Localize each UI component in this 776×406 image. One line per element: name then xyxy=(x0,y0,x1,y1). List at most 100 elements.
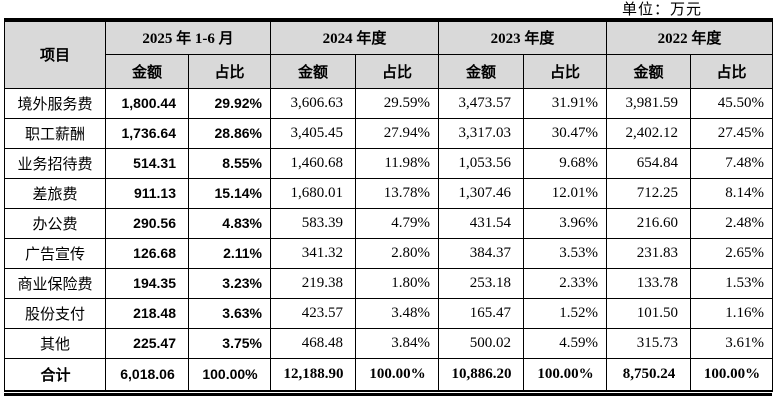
total-amount-2023: 10,886.20 xyxy=(438,357,525,392)
cell-ratio: 27.94% xyxy=(354,117,440,149)
table-row: 股份支付 218.48 3.63% 423.57 3.48% 165.47 1.52% 101… xyxy=(4,297,774,329)
cell-ratio: 3.53% xyxy=(523,237,608,269)
cell-ratio: 1.16% xyxy=(690,297,774,329)
cell-amount: 3,606.63 xyxy=(270,87,356,119)
row-label: 股份支付 xyxy=(4,297,106,329)
cell-ratio: 28.86% xyxy=(188,117,271,149)
expense-table: 项目 2025 年 1-6 月 2024 年度 2023 年度 2022 年度 … xyxy=(4,18,774,392)
cell-ratio: 1.80% xyxy=(354,267,440,299)
row-label: 广告宣传 xyxy=(4,237,106,269)
cell-amount: 194.35 xyxy=(105,267,189,299)
total-ratio-2025: 100.00% xyxy=(188,357,271,392)
table-header: 项目 2025 年 1-6 月 2024 年度 2023 年度 2022 年度 … xyxy=(4,19,774,89)
header-period-2024: 2024 年度 xyxy=(269,19,440,55)
cell-amount: 583.39 xyxy=(270,207,356,239)
cell-amount: 216.60 xyxy=(606,207,692,239)
cell-amount: 423.57 xyxy=(270,297,356,329)
cell-ratio: 8.55% xyxy=(188,147,271,179)
table-row: 商业保险费 194.35 3.23% 219.38 1.80% 253.18 2.33% 13… xyxy=(4,267,774,299)
total-amount-2025: 6,018.06 xyxy=(105,357,189,392)
cell-amount: 3,317.03 xyxy=(438,117,525,149)
cell-amount: 218.48 xyxy=(105,297,189,329)
cell-ratio: 3.63% xyxy=(188,297,271,329)
cell-ratio: 15.14% xyxy=(188,177,271,209)
expense-table-container: 项目 2025 年 1-6 月 2024 年度 2023 年度 2022 年度 … xyxy=(4,18,774,396)
row-label: 境外服务费 xyxy=(4,87,106,119)
cell-ratio: 2.65% xyxy=(690,237,774,269)
cell-amount: 290.56 xyxy=(105,207,189,239)
header-item: 项目 xyxy=(4,19,106,89)
row-label: 其他 xyxy=(4,327,106,359)
cell-amount: 654.84 xyxy=(606,147,692,179)
cell-amount: 3,405.45 xyxy=(270,117,356,149)
cell-ratio: 3.96% xyxy=(523,207,608,239)
cell-amount: 231.83 xyxy=(606,237,692,269)
header-ratio-2024: 占比 xyxy=(354,53,440,89)
cell-ratio: 3.61% xyxy=(690,327,774,359)
cell-amount: 1,307.46 xyxy=(438,177,525,209)
table-row: 境外服务费 1,800.44 29.92% 3,606.63 29.59% 3,473.5… xyxy=(4,87,774,119)
cell-amount: 225.47 xyxy=(105,327,189,359)
table-row: 办公费 290.56 4.83% 583.39 4.79% 431.54 3.96% 216.… xyxy=(4,207,774,239)
row-label: 差旅费 xyxy=(4,177,106,209)
row-label: 商业保险费 xyxy=(4,267,106,299)
cell-ratio: 3.48% xyxy=(354,297,440,329)
header-ratio-2025: 占比 xyxy=(188,53,271,89)
cell-amount: 315.73 xyxy=(606,327,692,359)
cell-amount: 1,460.68 xyxy=(270,147,356,179)
cell-amount: 911.13 xyxy=(105,177,189,209)
cell-amount: 1,053.56 xyxy=(438,147,525,179)
cell-ratio: 3.23% xyxy=(188,267,271,299)
cell-ratio: 31.91% xyxy=(523,87,608,119)
table-row: 广告宣传 126.68 2.11% 341.32 2.80% 384.37 3.53% 231… xyxy=(4,237,774,269)
total-row-label: 合计 xyxy=(4,357,106,392)
cell-ratio: 29.92% xyxy=(188,87,271,119)
cell-amount: 3,981.59 xyxy=(606,87,692,119)
cell-ratio: 2.80% xyxy=(354,237,440,269)
cell-amount: 468.48 xyxy=(270,327,356,359)
cell-amount: 1,736.64 xyxy=(105,117,189,149)
total-row: 合计 6,018.06 100.00% 12,188.90 100.00% 10… xyxy=(4,357,774,392)
table-row: 其他 225.47 3.75% 468.48 3.84% 500.02 4.59% 315.7… xyxy=(4,327,774,359)
cell-amount: 253.18 xyxy=(438,267,525,299)
cell-ratio: 27.45% xyxy=(690,117,774,149)
cell-ratio: 3.75% xyxy=(188,327,271,359)
cell-ratio: 45.50% xyxy=(690,87,774,119)
total-ratio-2024: 100.00% xyxy=(354,357,440,392)
cell-amount: 1,680.01 xyxy=(270,177,356,209)
row-label: 办公费 xyxy=(4,207,106,239)
table-body: 境外服务费 1,800.44 29.92% 3,606.63 29.59% 3,473.5… xyxy=(4,87,774,359)
cell-ratio: 29.59% xyxy=(354,87,440,119)
cell-ratio: 13.78% xyxy=(354,177,440,209)
cell-ratio: 2.48% xyxy=(690,207,774,239)
cell-amount: 341.32 xyxy=(270,237,356,269)
cell-ratio: 11.98% xyxy=(354,147,440,179)
cell-amount: 1,800.44 xyxy=(105,87,189,119)
cell-ratio: 3.84% xyxy=(354,327,440,359)
unit-label: 单位：万元 xyxy=(621,2,702,18)
cell-ratio: 30.47% xyxy=(523,117,608,149)
header-ratio-2023: 占比 xyxy=(523,53,608,89)
cell-ratio: 1.53% xyxy=(690,267,774,299)
total-ratio-2023: 100.00% xyxy=(523,357,608,392)
header-ratio-2022: 占比 xyxy=(690,53,774,89)
cell-amount: 165.47 xyxy=(438,297,525,329)
header-amount-2023: 金额 xyxy=(438,53,525,89)
cell-ratio: 2.11% xyxy=(188,237,271,269)
header-amount-2022: 金额 xyxy=(606,53,692,89)
row-label: 职工薪酬 xyxy=(4,117,106,149)
cell-amount: 133.78 xyxy=(606,267,692,299)
cell-ratio: 4.79% xyxy=(354,207,440,239)
header-period-2023: 2023 年度 xyxy=(438,19,608,55)
total-amount-2024: 12,188.90 xyxy=(270,357,356,392)
cell-ratio: 7.48% xyxy=(690,147,774,179)
cell-ratio: 4.59% xyxy=(523,327,608,359)
table-row: 职工薪酬 1,736.64 28.86% 3,405.45 27.94% 3,317.03… xyxy=(4,117,774,149)
cell-amount: 384.37 xyxy=(438,237,525,269)
cell-ratio: 12.01% xyxy=(523,177,608,209)
header-period-2022: 2022 年度 xyxy=(606,19,774,55)
cell-amount: 3,473.57 xyxy=(438,87,525,119)
table-row: 业务招待费 514.31 8.55% 1,460.68 11.98% 1,053.56 9.… xyxy=(4,147,774,179)
table-footer: 合计 6,018.06 100.00% 12,188.90 100.00% 10… xyxy=(4,357,774,392)
cell-ratio: 9.68% xyxy=(523,147,608,179)
